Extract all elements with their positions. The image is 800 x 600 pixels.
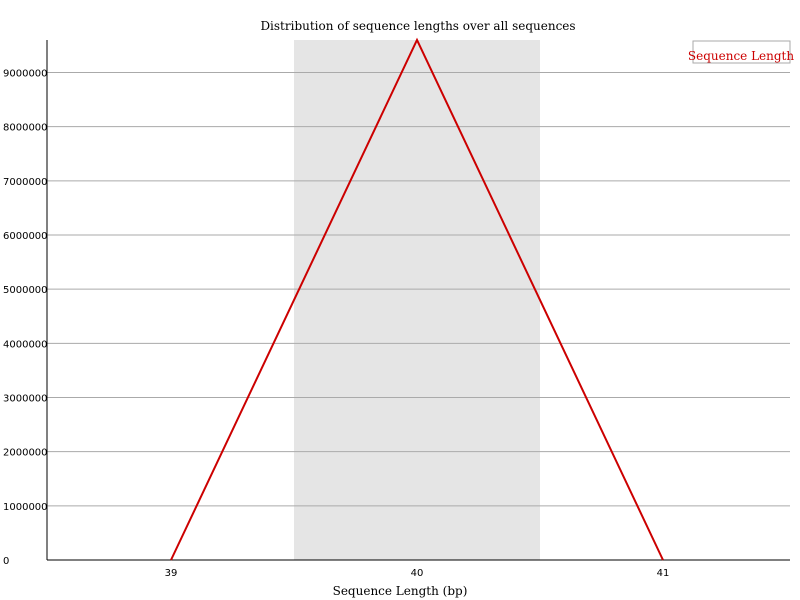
y-tick-label: 4000000 bbox=[3, 339, 48, 350]
legend: Sequence Length bbox=[688, 40, 795, 64]
y-tick-label: 7000000 bbox=[3, 177, 48, 188]
y-tick-label: 8000000 bbox=[3, 123, 48, 134]
y-tick-label: 2000000 bbox=[3, 448, 48, 459]
highlight-band-layer bbox=[294, 40, 540, 560]
y-tick-label: 1000000 bbox=[3, 502, 48, 513]
x-tick-label: 40 bbox=[411, 568, 424, 579]
legend-item-label: Sequence Length bbox=[688, 49, 795, 63]
x-tick-label: 41 bbox=[657, 568, 670, 579]
series-layer bbox=[170, 37, 664, 561]
chart-title: Distribution of sequence lengths over al… bbox=[260, 19, 575, 33]
legend-box bbox=[692, 40, 791, 64]
highlight-band bbox=[294, 40, 540, 560]
y-tick-label: 0 bbox=[3, 556, 9, 567]
axis-layer: 0 1000000 2000000 3000000 4000000 5000000 6000… bbox=[3, 40, 790, 579]
y-tick-label: 9000000 bbox=[3, 69, 48, 80]
x-tick-label: 39 bbox=[165, 568, 178, 579]
grid-layer bbox=[47, 72, 790, 507]
y-tick-label: 6000000 bbox=[3, 231, 48, 242]
y-tick-label: 3000000 bbox=[3, 394, 48, 405]
y-tick-label: 5000000 bbox=[3, 285, 48, 296]
x-axis-label: Sequence Length (bp) bbox=[333, 584, 468, 598]
